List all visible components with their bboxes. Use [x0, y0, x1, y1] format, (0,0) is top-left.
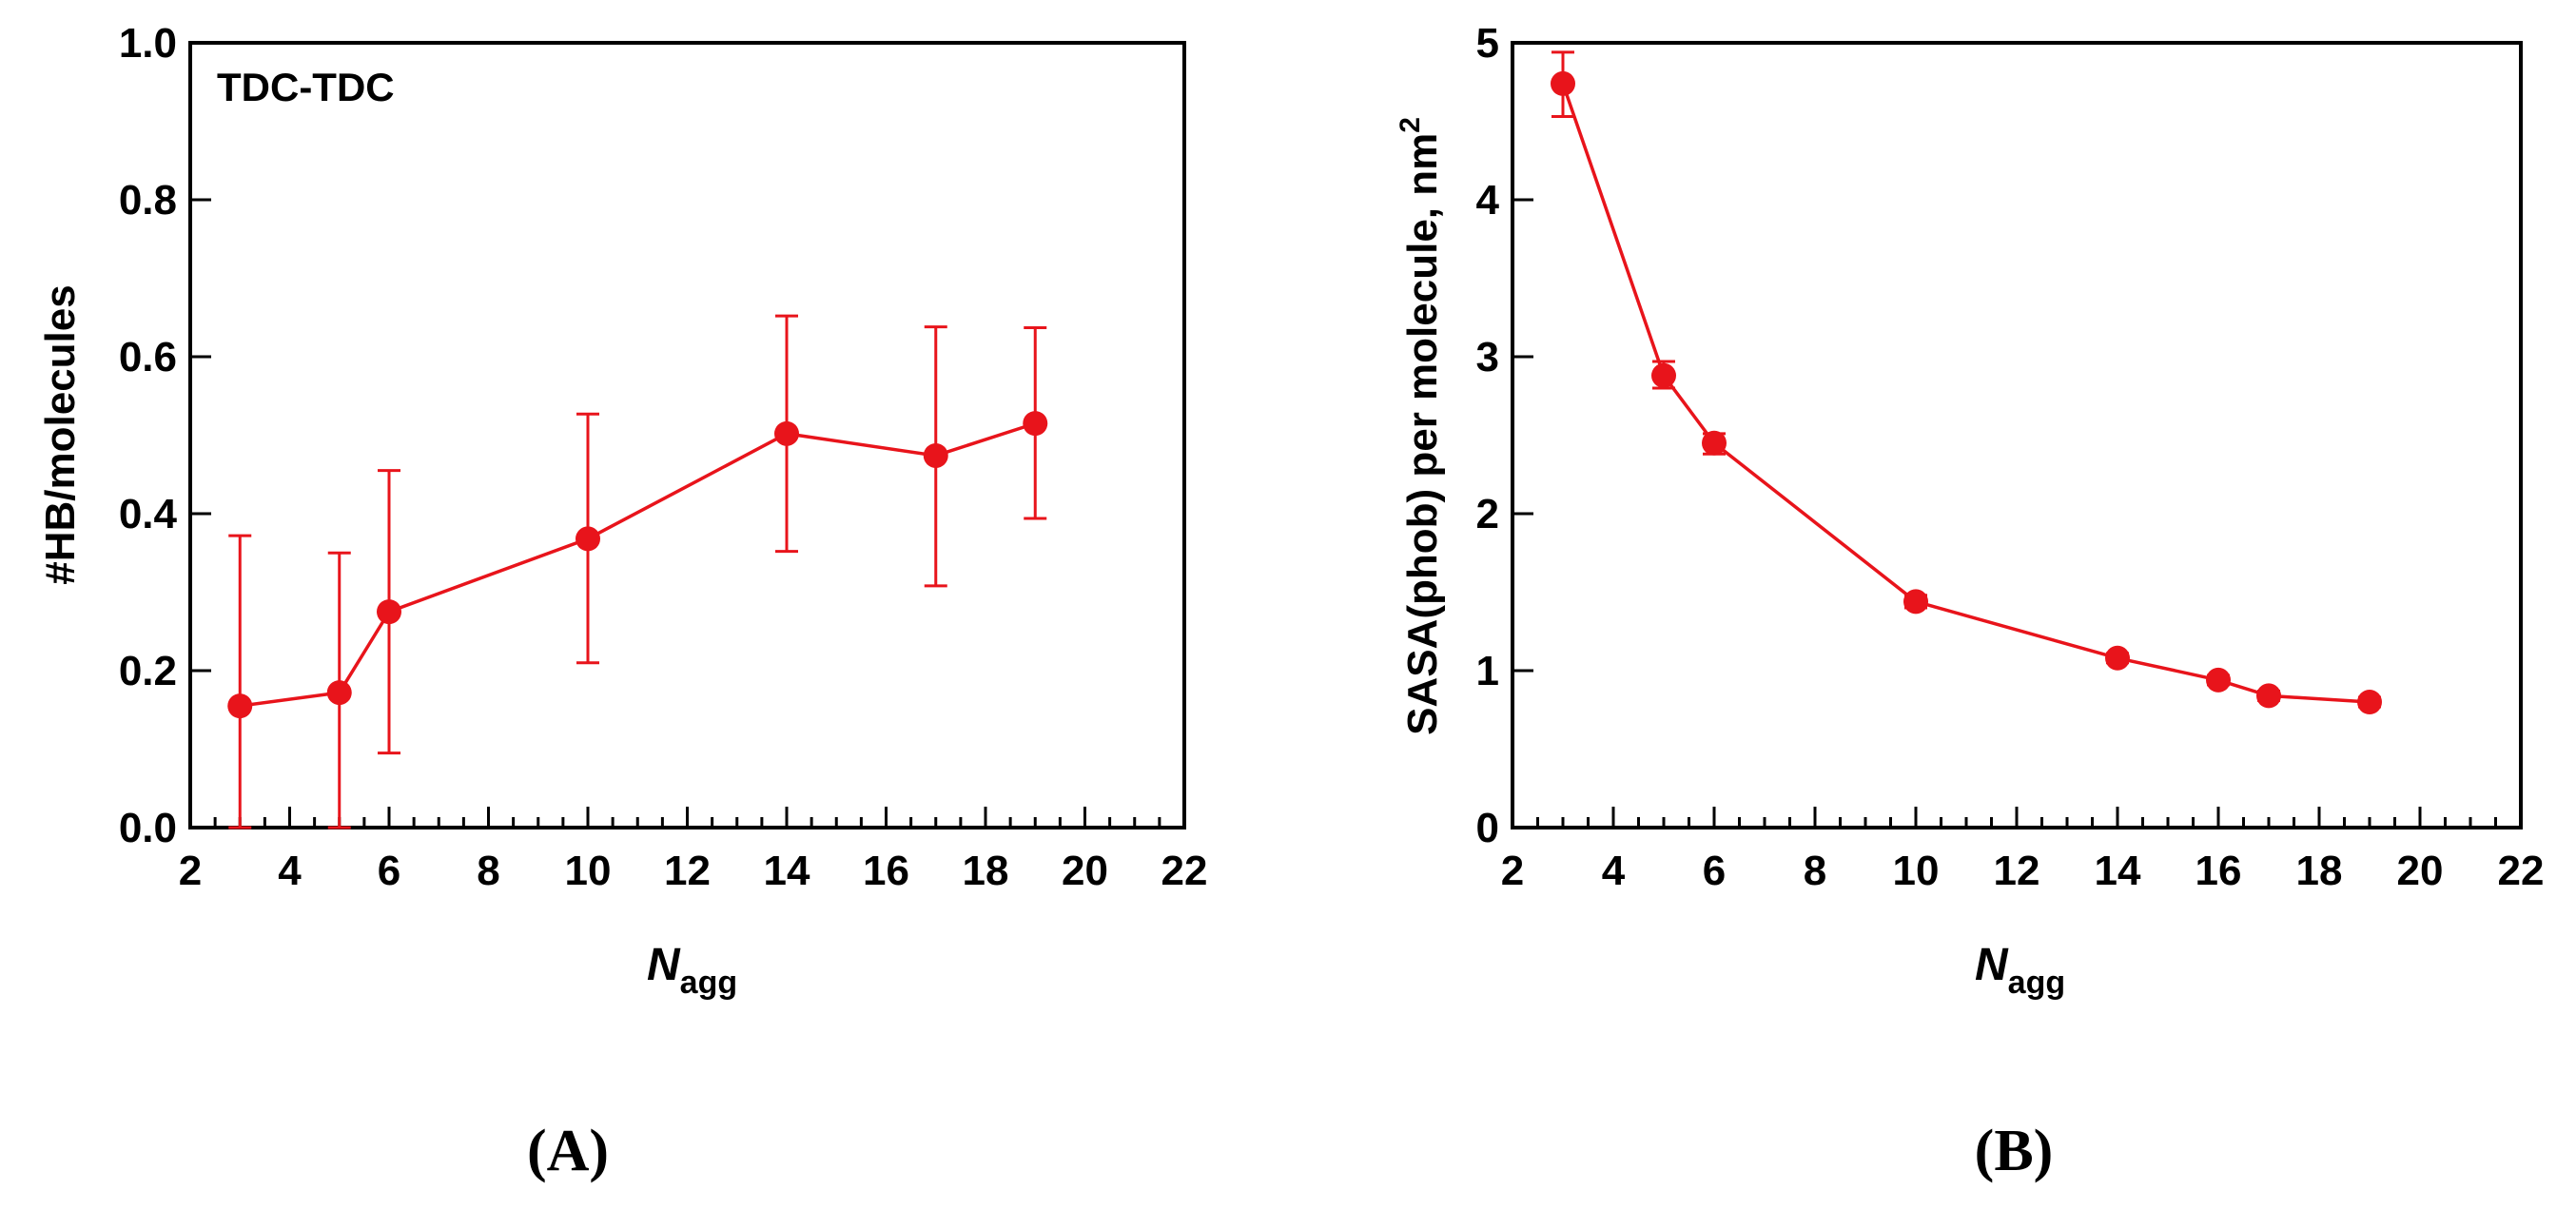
chart-b-y-title-main: SASA(phob) per molecule, nm	[1399, 133, 1446, 735]
chart-a-data-point	[227, 693, 253, 719]
chart-a-series-line	[240, 421, 1036, 708]
chart-a-x-axis-title: Nagg	[647, 940, 737, 1001]
chart-b-x-title-sub: agg	[2008, 965, 2065, 1001]
chart-b-data-point	[2206, 667, 2231, 693]
chart-b-x-title-main: N	[1975, 940, 2009, 990]
chart-a-data-point	[326, 680, 352, 706]
chart-a-x-tick-label: 20	[1062, 848, 1108, 894]
chart-b-x-tick-label: 4	[1602, 848, 1626, 894]
chart-b-x-tick-label: 20	[2397, 848, 2444, 894]
chart-b-x-tick-label: 18	[2296, 848, 2343, 894]
chart-a-data-point	[377, 599, 401, 625]
chart-a-x-tick-label: 2	[179, 848, 202, 894]
chart-b-y-title-sup: 2	[1395, 117, 1426, 133]
chart-b-data-point	[1551, 70, 1575, 96]
chart-a-y-tick-label: 1.0	[119, 20, 177, 67]
chart-b-x-tick-label: 14	[2095, 848, 2141, 894]
chart-b-x-tick-label: 8	[1804, 848, 1826, 894]
chart-b-data-point	[1651, 362, 1676, 388]
chart-b-x-tick-label: 22	[2498, 848, 2545, 894]
chart-a: 2 4 6 8 10 12 14 16 18 20 22 0.0 0.2 0.4 0.6 0.8 1.0 TD…	[37, 20, 1207, 1183]
chart-a-y-tick-label: 0.4	[119, 491, 178, 537]
chart-a-y-tick-label: 0.8	[119, 177, 177, 224]
chart-b-y-tick-label: 2	[1476, 491, 1499, 537]
chart-a-y-tick-label: 0.0	[119, 805, 177, 851]
chart-b-x-tick-label: 2	[1501, 848, 1524, 894]
chart-b-series-line	[1561, 83, 2371, 704]
chart-a-x-title-main: N	[647, 940, 681, 990]
chart-a-x-title-sub: agg	[680, 965, 737, 1001]
chart-a-y-tick-label: 0.2	[119, 648, 177, 694]
chart-b-data-point	[2256, 683, 2281, 709]
chart-a-x-tick-label: 22	[1161, 848, 1208, 894]
chart-b-y-tick-label: 1	[1476, 648, 1499, 694]
chart-a-x-tick-label: 8	[477, 848, 499, 894]
chart-b-x-tick-label: 12	[1994, 848, 2040, 894]
chart-b-y-axis-title: SASA(phob) per molecule, nm2	[1395, 117, 1446, 735]
chart-b-y-tick-label: 5	[1476, 20, 1499, 67]
chart-a-y-tick-label: 0.6	[119, 334, 177, 381]
chart-a-x-axis: 2 4 6 8 10 12 14 16 18 20 22	[179, 807, 1208, 894]
chart-a-x-tick-label: 4	[278, 848, 302, 894]
chart-b-series	[1551, 50, 2382, 714]
chart-b-x-tick-label: 10	[1893, 848, 1940, 894]
chart-a-annotation: TDC-TDC	[217, 65, 395, 109]
chart-a-data-point	[923, 442, 948, 468]
chart-b-y-tick-label: 4	[1476, 177, 1500, 224]
chart-b-data-point	[2357, 690, 2382, 714]
chart-b-panel-label: (B)	[1975, 1119, 2054, 1183]
chart-b-x-tick-label: 6	[1703, 848, 1726, 894]
chart-a-x-tick-label: 18	[963, 848, 1009, 894]
chart-a-data-point	[576, 526, 600, 552]
chart-a-data-point	[1023, 411, 1048, 437]
chart-b-y-tick-label: 0	[1476, 805, 1499, 851]
chart-a-y-axis: 0.0 0.2 0.4 0.6 0.8 1.0	[119, 20, 211, 851]
chart-a-series	[227, 314, 1048, 829]
chart-b-data-point	[1702, 430, 1727, 456]
chart-a-data-point	[774, 420, 799, 446]
chart-a-x-tick-label: 10	[565, 848, 612, 894]
chart-a-x-tick-label: 12	[664, 848, 711, 894]
chart-b-x-axis: 2 4 6 8 10 12 14 16 18 20 22	[1501, 807, 2545, 894]
chart-a-x-tick-label: 6	[378, 848, 400, 894]
chart-b-data-point	[1903, 589, 1928, 615]
chart-b-data-point	[2105, 645, 2130, 671]
chart-b-x-axis-title: Nagg	[1975, 940, 2065, 1001]
chart-b-y-tick-label: 3	[1476, 334, 1499, 381]
chart-b-y-axis: 0 1 2 3 4 5	[1476, 20, 1533, 851]
chart-a-x-tick-label: 14	[764, 848, 810, 894]
chart-a-y-axis-title: #HB/molecules	[37, 284, 84, 584]
chart-b-x-tick-label: 16	[2195, 848, 2242, 894]
chart-a-x-tick-label: 16	[863, 848, 909, 894]
chart-a-panel-label: (A)	[527, 1119, 609, 1183]
